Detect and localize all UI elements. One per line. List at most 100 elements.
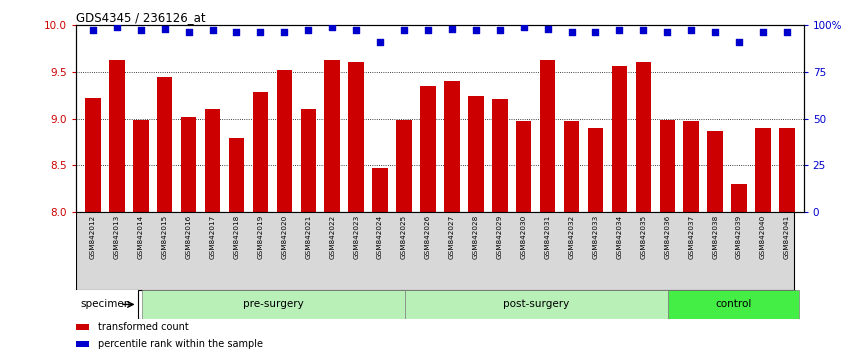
Bar [372, 168, 387, 212]
Text: pre-surgery: pre-surgery [243, 299, 304, 309]
Text: GSM842016: GSM842016 [185, 215, 192, 259]
Point [733, 39, 746, 45]
Bar [300, 109, 316, 212]
Bar [228, 138, 244, 212]
Text: GSM842020: GSM842020 [282, 215, 288, 259]
Text: post-surgery: post-surgery [503, 299, 569, 309]
Point [661, 29, 674, 35]
Bar [444, 81, 459, 212]
Point [277, 29, 291, 35]
Point [684, 28, 698, 33]
Point [301, 28, 315, 33]
Point [421, 28, 435, 33]
Point [780, 29, 794, 35]
Text: GSM842026: GSM842026 [425, 215, 431, 259]
Text: GSM842019: GSM842019 [257, 215, 263, 259]
Bar [516, 121, 531, 212]
Point [134, 28, 147, 33]
Point [110, 24, 124, 29]
Bar [157, 77, 173, 212]
Bar [420, 86, 436, 212]
Text: GSM842035: GSM842035 [640, 215, 646, 259]
Point [541, 26, 554, 32]
Bar [492, 99, 508, 212]
Text: GSM842013: GSM842013 [114, 215, 120, 259]
Bar [181, 117, 196, 212]
Bar [277, 70, 292, 212]
Point [86, 28, 100, 33]
Text: GSM842040: GSM842040 [760, 215, 766, 259]
Text: GSM842024: GSM842024 [377, 215, 383, 259]
Point [517, 24, 530, 29]
Text: GSM842027: GSM842027 [449, 215, 455, 259]
Text: GSM842031: GSM842031 [545, 215, 551, 259]
Point [206, 28, 219, 33]
Point [708, 29, 722, 35]
Bar [325, 61, 340, 212]
Bar [76, 341, 89, 348]
Text: GSM842029: GSM842029 [497, 215, 503, 259]
Text: GSM842038: GSM842038 [712, 215, 718, 259]
Text: control: control [716, 299, 752, 309]
Text: GSM842036: GSM842036 [664, 215, 670, 259]
Point [469, 28, 482, 33]
Bar [405, 290, 667, 319]
Point [565, 29, 579, 35]
Point [254, 29, 267, 35]
Text: GSM842023: GSM842023 [353, 215, 360, 259]
Text: specimen: specimen [80, 299, 131, 309]
Text: GSM842021: GSM842021 [305, 215, 311, 259]
Point [589, 29, 602, 35]
Bar [588, 128, 603, 212]
Text: GSM842037: GSM842037 [688, 215, 695, 259]
Text: GSM842018: GSM842018 [233, 215, 239, 259]
Bar [540, 61, 555, 212]
Bar [205, 109, 220, 212]
Bar [755, 128, 771, 212]
Text: GSM842015: GSM842015 [162, 215, 168, 259]
Text: GSM842025: GSM842025 [401, 215, 407, 259]
Bar [142, 290, 405, 319]
Bar [612, 66, 627, 212]
Bar [731, 184, 747, 212]
Point [158, 26, 172, 32]
Bar [349, 62, 364, 212]
Point [373, 39, 387, 45]
Point [326, 24, 339, 29]
Text: GSM842041: GSM842041 [784, 215, 790, 259]
Bar [707, 131, 723, 212]
Point [756, 29, 770, 35]
Point [182, 29, 195, 35]
Text: GSM842017: GSM842017 [210, 215, 216, 259]
Bar [667, 290, 799, 319]
Text: GSM842012: GSM842012 [90, 215, 96, 259]
Bar [468, 96, 484, 212]
Text: GSM842032: GSM842032 [569, 215, 574, 259]
Text: GSM842039: GSM842039 [736, 215, 742, 259]
Bar [660, 120, 675, 212]
Text: GSM842034: GSM842034 [617, 215, 623, 259]
Bar [396, 120, 412, 212]
Text: GSM842033: GSM842033 [592, 215, 598, 259]
Bar [684, 121, 699, 212]
Text: GSM842028: GSM842028 [473, 215, 479, 259]
Point [493, 28, 507, 33]
Point [445, 26, 459, 32]
Point [398, 28, 411, 33]
Text: GSM842022: GSM842022 [329, 215, 335, 259]
Bar [779, 128, 794, 212]
Bar [563, 121, 580, 212]
Bar [133, 120, 149, 212]
Point [349, 28, 363, 33]
Bar [76, 324, 89, 330]
Bar [635, 62, 651, 212]
Text: transformed count: transformed count [98, 321, 189, 332]
Text: GSM842030: GSM842030 [520, 215, 527, 259]
Text: percentile rank within the sample: percentile rank within the sample [98, 339, 263, 349]
Bar [109, 61, 124, 212]
Point [636, 28, 650, 33]
Point [613, 28, 626, 33]
Text: GDS4345 / 236126_at: GDS4345 / 236126_at [76, 11, 206, 24]
Point [230, 29, 244, 35]
Bar [85, 98, 101, 212]
